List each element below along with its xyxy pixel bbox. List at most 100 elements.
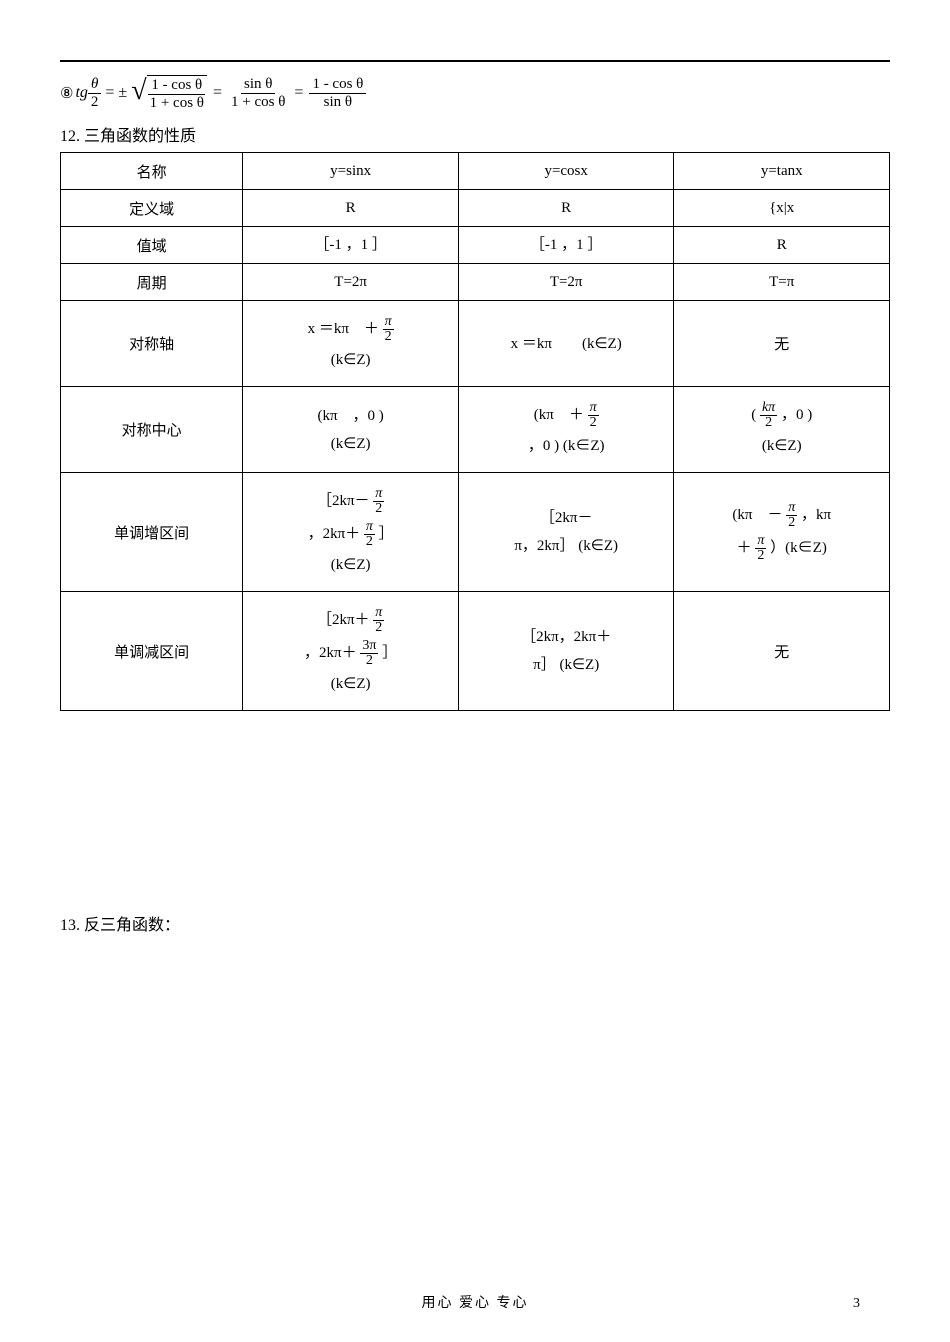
row-increasing: 单调增区间 ［2kπ－ π 2 ，2kπ＋ π 2 ］ (k∈Z) ［2kπ－ … — [61, 473, 890, 592]
center-cos-l2: ，0 ) (k∈Z) — [463, 434, 670, 458]
frac-den: 2 — [383, 330, 394, 344]
sqrt-wrap: √ 1 - cos θ 1 + cos θ — [131, 75, 207, 111]
frac-den: 2 — [755, 549, 766, 563]
dec-sin-l1-pre: ［2kπ＋ — [317, 612, 370, 628]
label-center: 对称中心 — [61, 387, 243, 473]
inc-cos: ［2kπ－ π，2kπ］ (k∈Z) — [458, 473, 674, 592]
section-13-number: 13. — [60, 917, 80, 934]
inc-cos-l1: ［2kπ－ — [540, 510, 593, 526]
axis-sin-frac: π 2 — [383, 315, 394, 344]
center-cos-frac: π 2 — [588, 401, 599, 430]
frac-den: 2 — [786, 516, 797, 530]
frac-num: π — [373, 606, 384, 621]
th-cos: y=cosx — [458, 153, 674, 190]
domain-cos: R — [458, 190, 674, 227]
frac2: sin θ 1 + cos θ — [228, 76, 288, 110]
inc-tan-l2-pre: ＋ — [737, 540, 752, 556]
tg-label: tg — [75, 84, 87, 102]
th-name: 名称 — [61, 153, 243, 190]
center-tan-open: ( — [751, 407, 756, 423]
sqrt-num: 1 - cos θ — [148, 77, 205, 95]
axis-cos: x ＝kπ (k∈Z) — [458, 301, 674, 387]
formula-number: ⑧ — [60, 84, 73, 103]
frac-num: π — [755, 534, 766, 549]
page-number: 3 — [853, 1296, 860, 1312]
inc-sin-frac2: π 2 — [364, 520, 375, 549]
center-sin: (kπ ，0 ) (k∈Z) — [243, 387, 459, 473]
period-cos: T=2π — [458, 264, 674, 301]
label-period: 周期 — [61, 264, 243, 301]
sqrt-bar: 1 - cos θ 1 + cos θ — [147, 75, 207, 111]
inc-tan-l2-post: ）(k∈Z) — [770, 540, 827, 556]
inc-tan-l2: ＋ π 2 ）(k∈Z) — [678, 534, 885, 563]
label-domain: 定义域 — [61, 190, 243, 227]
inc-sin-l2-pre: ，2kπ＋ — [308, 526, 361, 542]
frac-den: 2 — [588, 416, 599, 430]
frac-num: 3π — [360, 639, 378, 654]
dec-cos-l2: π］ (k∈Z) — [463, 653, 670, 677]
inc-sin: ［2kπ－ π 2 ，2kπ＋ π 2 ］ (k∈Z) — [243, 473, 459, 592]
domain-sin: R — [243, 190, 459, 227]
frac-den: 2 — [364, 535, 375, 549]
formula-content: tg θ 2 = ± √ 1 - cos θ 1 + cos θ = sin θ… — [75, 75, 366, 111]
label-inc: 单调增区间 — [61, 473, 243, 592]
label-range: 值域 — [61, 227, 243, 264]
frac-theta-2: θ 2 — [88, 76, 102, 110]
inc-tan-l1-post: ，kπ — [801, 507, 831, 523]
row-range: 值域 ［-1 ，1 ］ ［-1 ，1 ］ R — [61, 227, 890, 264]
center-cos-pre: (kπ ＋ — [534, 407, 584, 423]
formula-8: ⑧ tg θ 2 = ± √ 1 - cos θ 1 + cos θ = sin… — [60, 70, 890, 116]
inc-cos-l2: π，2kπ］ (k∈Z) — [463, 534, 670, 558]
row-decreasing: 单调减区间 ［2kπ＋ π 2 ，2kπ＋ 3π 2 ］ (k∈Z) ［2kπ，… — [61, 592, 890, 711]
section-12-title: 三角函数的性质 — [84, 128, 196, 145]
frac3: 1 - cos θ sin θ — [309, 76, 366, 110]
dec-tan: 无 — [674, 592, 890, 711]
period-tan: T=π — [674, 264, 890, 301]
frac-num: π — [786, 501, 797, 516]
dec-sin-l3: (k∈Z) — [247, 672, 454, 696]
section-13-title: 反三角函数： — [84, 917, 180, 934]
row-domain: 定义域 R R {x|x — [61, 190, 890, 227]
center-cos: (kπ ＋ π 2 ，0 ) (k∈Z) — [458, 387, 674, 473]
section-12-heading: 12. 三角函数的性质 — [60, 122, 890, 146]
inc-sin-l2: ，2kπ＋ π 2 ］ — [247, 520, 454, 549]
label-dec: 单调减区间 — [61, 592, 243, 711]
frac2-num: sin θ — [241, 76, 275, 94]
table-header-row: 名称 y=sinx y=cosx y=tanx — [61, 153, 890, 190]
center-tan-l2: (k∈Z) — [678, 434, 885, 458]
eq2: = — [213, 84, 222, 102]
trig-properties-table: 名称 y=sinx y=cosx y=tanx 定义域 R R {x|x 值域 … — [60, 152, 890, 711]
footer-text: 用心 爱心 专心 — [0, 1292, 950, 1312]
dec-cos: ［2kπ，2kπ＋ π］ (k∈Z) — [458, 592, 674, 711]
range-cos: ［-1 ，1 ］ — [458, 227, 674, 264]
frac-num: π — [588, 401, 599, 416]
inc-sin-frac1: π 2 — [373, 487, 384, 516]
inc-tan: (kπ － π 2 ，kπ ＋ π 2 ）(k∈Z) — [674, 473, 890, 592]
dec-sin-l2-pre: ，2kπ＋ — [304, 645, 357, 661]
sqrt-frac: 1 - cos θ 1 + cos θ — [147, 77, 207, 111]
section-12-number: 12. — [60, 128, 80, 145]
period-sin: T=2π — [243, 264, 459, 301]
th-tan: y=tanx — [674, 153, 890, 190]
frac-den: 2 — [88, 94, 102, 111]
dec-sin-frac2: 3π 2 — [360, 639, 378, 668]
center-tan-post: ，0 ) — [781, 407, 812, 423]
center-sin-l1: (kπ ，0 ) — [317, 408, 383, 424]
row-period: 周期 T=2π T=2π T=π — [61, 264, 890, 301]
range-tan: R — [674, 227, 890, 264]
inc-tan-frac2: π 2 — [755, 534, 766, 563]
dec-cos-l1: ［2kπ，2kπ＋ — [521, 629, 611, 645]
inc-sin-l3: (k∈Z) — [247, 553, 454, 577]
center-tan: ( kπ 2 ，0 ) (k∈Z) — [674, 387, 890, 473]
frac-den: 2 — [763, 416, 774, 430]
dec-sin-l2: ，2kπ＋ 3π 2 ］ — [247, 639, 454, 668]
section-13: 13. 反三角函数： — [60, 911, 890, 935]
label-axis: 对称轴 — [61, 301, 243, 387]
frac-den: 2 — [373, 502, 384, 516]
frac3-num: 1 - cos θ — [309, 76, 366, 94]
frac-den: 2 — [364, 654, 375, 668]
top-rule — [60, 60, 890, 62]
row-center: 对称中心 (kπ ，0 ) (k∈Z) (kπ ＋ π 2 ，0 ) (k∈Z)… — [61, 387, 890, 473]
center-tan-frac: kπ 2 — [760, 401, 777, 430]
dec-sin-l2-post: ］ — [382, 645, 397, 661]
